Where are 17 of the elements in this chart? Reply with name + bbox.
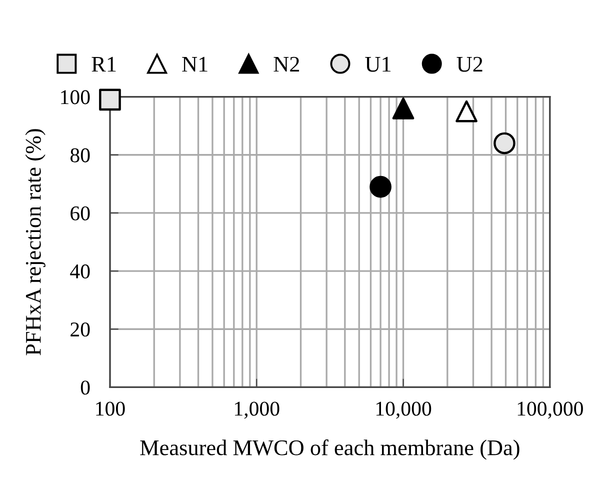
x-tick-label: 10,000 (376, 402, 432, 419)
y-tick-label: 0 (80, 380, 90, 395)
x-tick-label: 100 (96, 402, 125, 416)
x-tick-label: 1,000 (235, 402, 280, 419)
legend-label: N1 (182, 56, 208, 72)
x-tick-label: 100,000 (518, 402, 583, 419)
y-tick-label: 60 (70, 206, 90, 220)
legend-label: U1 (365, 56, 391, 72)
legend-label: U2 (456, 56, 482, 72)
legend-label: N2 (274, 56, 300, 72)
y-tick-label: 80 (70, 148, 90, 162)
y-tick-label: 40 (70, 264, 90, 278)
legend-label: R1 (92, 56, 116, 72)
y-axis-title: PFHxA rejection rate (%) (25, 129, 46, 356)
y-tick-label: 20 (70, 322, 90, 337)
y-tick-label: 100 (61, 90, 90, 104)
x-axis-title: Measured MWCO of each membrane (Da) (140, 439, 520, 460)
